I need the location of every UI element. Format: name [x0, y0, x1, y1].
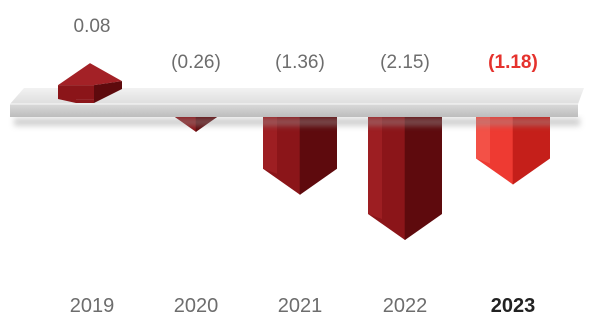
category-label-2019: 2019 [70, 295, 115, 317]
baseline-shelf [10, 88, 584, 126]
value-label-2020: (0.26) [171, 52, 221, 73]
bar-2021 [263, 113, 337, 195]
category-label-2020: 2020 [174, 295, 219, 317]
value-labels: 0.08 (0.26) (1.36) (2.15) (1.18) [74, 16, 538, 73]
category-label-2021: 2021 [278, 295, 323, 317]
value-label-2023: (1.18) [488, 52, 538, 73]
bars-below-baseline [159, 105, 550, 240]
bar-2022 [368, 113, 442, 240]
bar-2023 [476, 113, 550, 185]
bars-above-baseline [58, 63, 122, 103]
category-label-2023: 2023 [491, 295, 536, 317]
bar-2019 [58, 63, 122, 103]
value-label-2022: (2.15) [380, 52, 430, 73]
value-label-2019: 0.08 [74, 16, 111, 37]
category-labels: 2019 2020 2021 2022 2023 [70, 295, 536, 317]
value-label-2021: (1.36) [275, 52, 325, 73]
category-label-2022: 2022 [383, 295, 428, 317]
